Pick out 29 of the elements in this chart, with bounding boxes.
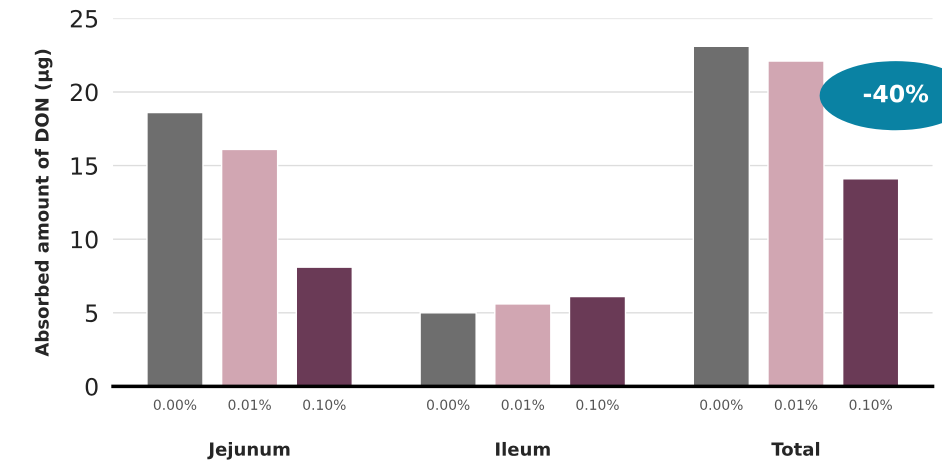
series-label: 0.01% <box>228 400 271 410</box>
series-label: 0.00% <box>154 400 196 410</box>
series-label: 0.10% <box>303 400 346 410</box>
x-tick-label: Ileum <box>496 442 550 456</box>
bar <box>842 178 900 386</box>
y-tick-label: 5 <box>86 304 98 322</box>
text: 0.10% <box>576 400 619 410</box>
bar <box>296 266 353 386</box>
bar <box>419 312 477 386</box>
bar <box>767 60 825 386</box>
text: 0.01% <box>502 400 544 410</box>
y-tick-label: 0 <box>86 378 98 396</box>
x-tick-label: Total <box>771 442 820 456</box>
text: 0.00% <box>426 400 470 410</box>
annotation: -40% <box>864 84 928 103</box>
y-tick-label: 20 <box>70 83 98 102</box>
text: 0.00% <box>700 400 743 410</box>
text: 0.01% <box>774 400 818 410</box>
text: 0.10% <box>850 400 892 410</box>
y-tick-label: 10 <box>72 230 98 249</box>
x-tick-label: Jejunum <box>207 442 290 460</box>
bar <box>692 46 750 386</box>
bar <box>146 112 204 386</box>
y-axis-title: Absorbed amount of DON (µg) <box>34 50 52 356</box>
bar <box>494 303 552 386</box>
y-tick-label: 15 <box>72 157 98 175</box>
bar <box>220 148 278 386</box>
y-tick-label: 25 <box>70 10 98 28</box>
bar <box>568 296 626 386</box>
